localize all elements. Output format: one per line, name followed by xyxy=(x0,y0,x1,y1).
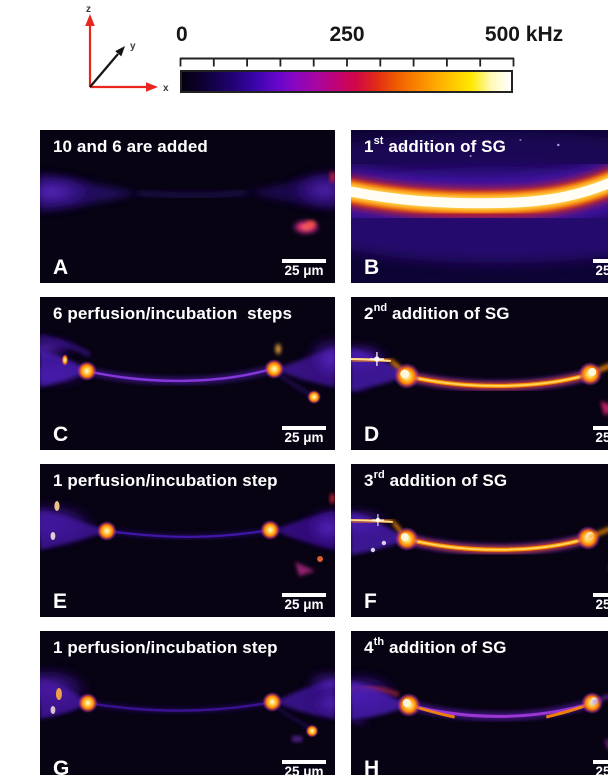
panel-E: 1 perfusion/incubation step E 25 μm xyxy=(40,464,335,617)
caption-sup: st xyxy=(373,135,384,148)
colorbar-gradient xyxy=(180,70,513,93)
colorbar-label-min: 0 xyxy=(176,23,188,46)
micrograph-B xyxy=(351,130,608,283)
scale-bar-line xyxy=(282,593,326,598)
scale-bar: 25 μm xyxy=(593,593,608,613)
scale-bar-label: 25 μm xyxy=(284,597,324,613)
panel-letter: B xyxy=(364,256,380,279)
caption-rest: addition of SG xyxy=(387,304,510,323)
axis-label-z: z xyxy=(86,4,91,15)
caption-text: 3 xyxy=(364,471,374,490)
scale-bar-line xyxy=(282,259,326,264)
scale-bar-line xyxy=(282,760,326,765)
panel-caption: 1 perfusion/incubation step xyxy=(53,470,278,491)
caption-text: 4 xyxy=(364,638,374,657)
scale-bar-line xyxy=(593,426,608,431)
panel-caption: 6 perfusion/incubation steps xyxy=(53,303,292,324)
micrograph-F xyxy=(351,507,608,556)
axis-arrowhead-z xyxy=(85,14,95,26)
axes-indicator: z y x xyxy=(85,4,169,94)
panel-B: 1st addition of SG B 25 μm xyxy=(351,130,608,283)
colorbar-label-mid: 250 xyxy=(329,23,365,46)
panel-letter: D xyxy=(364,423,380,446)
caption-rest: addition of SG xyxy=(383,137,506,156)
scale-bar: 25 μm xyxy=(282,426,326,446)
panel-letter: C xyxy=(53,423,69,446)
caption-sup: nd xyxy=(373,302,388,315)
scale-bar: 25 μm xyxy=(593,259,608,279)
caption-text: 2 xyxy=(364,304,374,323)
scale-bar-label: 25 μm xyxy=(595,764,608,775)
scale-bar: 25 μm xyxy=(282,760,326,775)
panel-caption: 3rd addition of SG xyxy=(364,469,508,491)
caption-text: 1 perfusion/incubation step xyxy=(53,638,278,657)
panel-H: 4th addition of SG H 25 μm xyxy=(351,631,608,775)
panel-D: 2nd addition of SG D 25 μm xyxy=(351,297,608,450)
scale-bar: 25 μm xyxy=(593,760,608,775)
caption-sup: rd xyxy=(373,469,385,482)
colorbar-tick-ruler xyxy=(179,57,515,67)
scale-bar-line xyxy=(593,593,608,598)
caption-sup: th xyxy=(373,636,385,649)
micrograph-A xyxy=(40,168,335,235)
panel-A: 10 and 6 are added A 25 μm xyxy=(40,130,335,283)
scale-bar: 25 μm xyxy=(282,259,326,279)
scale-bar-line xyxy=(282,426,326,431)
scale-bar-label: 25 μm xyxy=(595,263,608,279)
scale-bar-label: 25 μm xyxy=(284,764,324,775)
scale-bar-line xyxy=(593,259,608,264)
scale-bar-line xyxy=(593,760,608,765)
axis-arrowhead-y xyxy=(115,46,125,57)
caption-rest: addition of SG xyxy=(384,638,507,657)
panel-caption: 4th addition of SG xyxy=(364,636,507,658)
panel-C: 6 perfusion/incubation steps C 25 μm xyxy=(40,297,335,450)
panel-letter: F xyxy=(364,590,377,613)
caption-text: 1 xyxy=(364,137,374,156)
micrograph-C xyxy=(40,333,335,404)
panel-letter: A xyxy=(53,256,69,279)
caption-text: 1 perfusion/incubation step xyxy=(53,471,278,490)
scale-bar: 25 μm xyxy=(282,593,326,613)
panel-letter: E xyxy=(53,590,68,613)
panel-letter: G xyxy=(53,757,70,775)
axis-label-y: y xyxy=(130,41,136,52)
axis-arrow-y xyxy=(89,53,119,88)
colorbar-label-max: 500 kHz xyxy=(484,23,564,46)
micrograph-G xyxy=(40,665,335,742)
panel-caption: 1st addition of SG xyxy=(364,135,506,157)
caption-text: 10 and 6 are added xyxy=(53,137,208,156)
scale-bar-label: 25 μm xyxy=(284,430,324,446)
scale-bar-label: 25 μm xyxy=(284,263,324,279)
micrograph-E xyxy=(40,494,335,576)
panel-caption: 10 and 6 are added xyxy=(53,136,208,157)
scale-bar: 25 μm xyxy=(593,426,608,446)
panel-G: 1 perfusion/incubation step G 25 μm xyxy=(40,631,335,775)
panel-caption: 1 perfusion/incubation step xyxy=(53,637,278,658)
panel-F: 3rd addition of SG F 25 μm xyxy=(351,464,608,617)
caption-rest: addition of SG xyxy=(384,471,508,490)
panel-letter: H xyxy=(364,757,380,775)
micrograph-D xyxy=(351,341,608,415)
micrograph-H xyxy=(351,671,608,750)
scale-bar-label: 25 μm xyxy=(595,597,608,613)
caption-text: 6 perfusion/incubation steps xyxy=(53,304,293,323)
axis-label-x: x xyxy=(163,83,169,94)
panel-caption: 2nd addition of SG xyxy=(364,302,510,324)
scale-bar-label: 25 μm xyxy=(595,430,608,446)
axis-arrowhead-x xyxy=(146,82,158,92)
